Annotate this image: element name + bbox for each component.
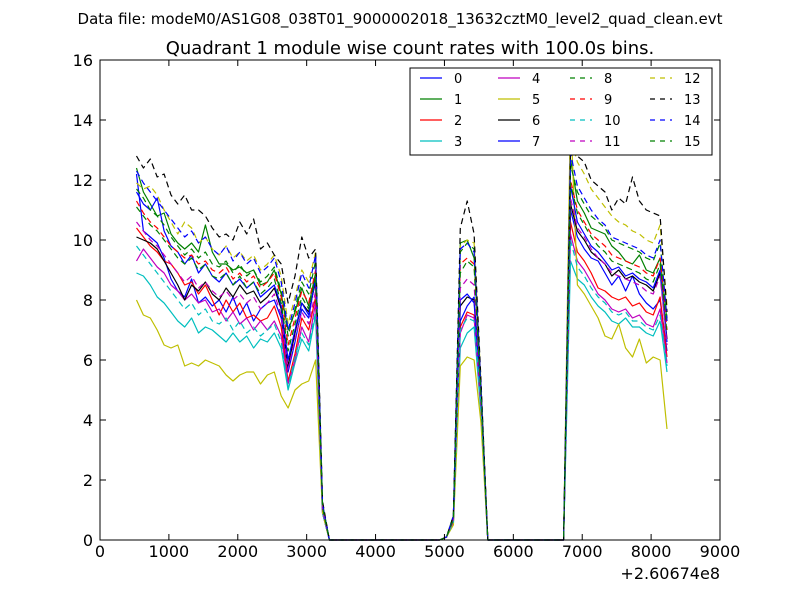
legend-label-2: 2 xyxy=(454,114,462,129)
legend-label-13: 13 xyxy=(684,93,701,108)
x-tick-label: 4000 xyxy=(355,542,396,561)
x-tick-label: 1000 xyxy=(149,542,190,561)
legend-label-8: 8 xyxy=(604,72,612,87)
legend-label-3: 3 xyxy=(454,135,462,150)
y-tick-label: 16 xyxy=(73,51,93,70)
x-tick-label: 2000 xyxy=(217,542,258,561)
figure-suptitle: Data file: modeM0/AS1G08_038T01_90000020… xyxy=(78,10,723,29)
series-line-9 xyxy=(135,179,668,541)
legend-label-5: 5 xyxy=(532,93,540,108)
x-tick-label: 9000 xyxy=(700,542,741,561)
legend-label-4: 4 xyxy=(532,72,540,87)
x-tick-label: 5000 xyxy=(424,542,465,561)
legend-label-9: 9 xyxy=(604,93,612,108)
y-tick-label: 14 xyxy=(73,111,93,130)
y-tick-label: 0 xyxy=(83,531,93,550)
x-tick-label: 3000 xyxy=(286,542,327,561)
legend-label-14: 14 xyxy=(684,114,701,129)
legend-label-12: 12 xyxy=(684,72,701,87)
y-tick-label: 8 xyxy=(83,291,93,310)
y-tick-label: 6 xyxy=(83,351,93,370)
legend-label-1: 1 xyxy=(454,93,462,108)
legend-label-10: 10 xyxy=(604,114,621,129)
y-tick-label: 12 xyxy=(73,171,93,190)
y-tick-label: 4 xyxy=(83,411,93,430)
x-tick-label: 0 xyxy=(95,542,105,561)
legend-label-6: 6 xyxy=(532,114,540,129)
x-tick-label: 8000 xyxy=(631,542,672,561)
chart-title: Quadrant 1 module wise count rates with … xyxy=(166,38,655,59)
series-line-12 xyxy=(136,137,668,541)
legend-label-11: 11 xyxy=(604,135,621,150)
x-tick-label: 6000 xyxy=(493,542,534,561)
series-line-10 xyxy=(136,239,668,541)
legend-label-0: 0 xyxy=(454,72,462,87)
legend-label-15: 15 xyxy=(684,135,701,150)
legend-label-7: 7 xyxy=(532,135,540,150)
y-tick-label: 2 xyxy=(83,471,93,490)
x-tick-label: 7000 xyxy=(562,542,603,561)
y-tick-label: 10 xyxy=(73,231,93,250)
x-axis-offset-label: +2.60674e8 xyxy=(620,564,720,583)
series-line-11 xyxy=(136,197,668,541)
tick-layer: 0 1000 2000 3000 4000 5000 6000 7000 8000 9000 0 2 4… xyxy=(73,51,741,561)
